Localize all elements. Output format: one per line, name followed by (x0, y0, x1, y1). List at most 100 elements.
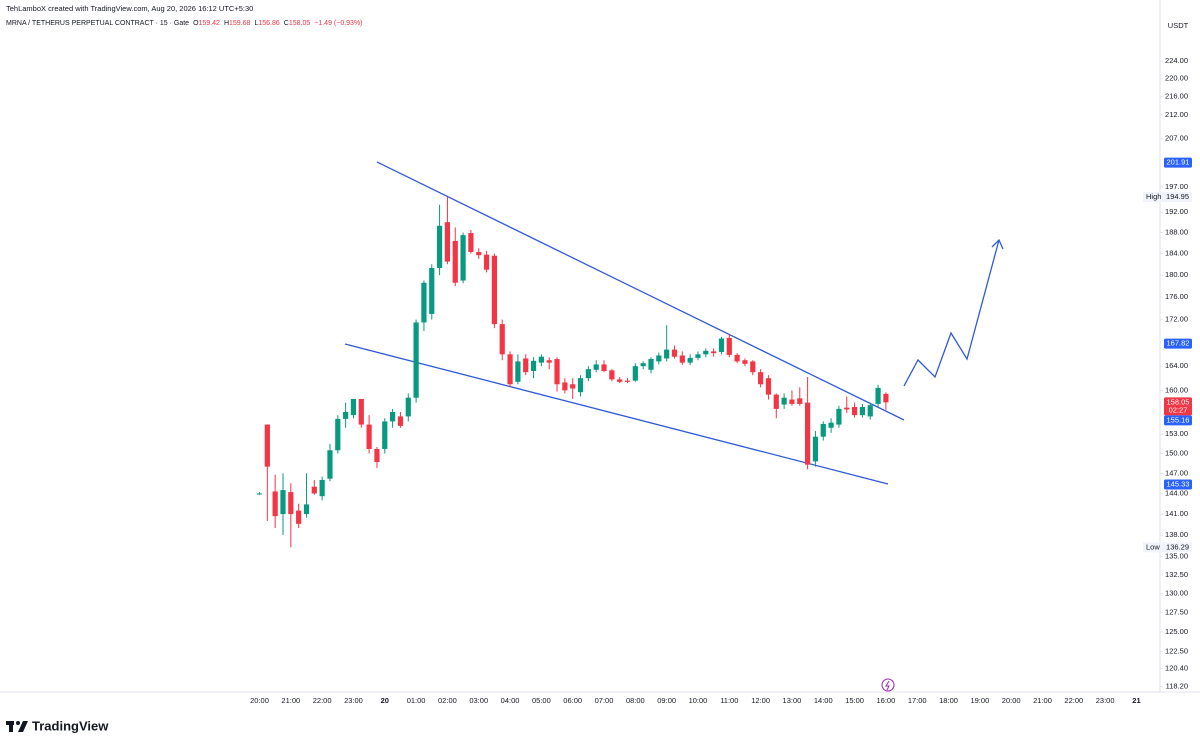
price-marker-value: 194.95 (1166, 192, 1189, 201)
candle-body (343, 411, 349, 419)
candle-body (319, 479, 325, 497)
arrow-head (991, 238, 1004, 250)
candle-body (350, 398, 357, 416)
candle-body (296, 510, 302, 524)
lower-trendline (344, 343, 889, 485)
y-tick-label: 197.00 (1165, 182, 1188, 191)
candle-body (718, 338, 725, 352)
candle-body (875, 387, 881, 404)
candle-body (765, 378, 772, 395)
candle-body (429, 268, 435, 314)
symbol-legend: MRNA / TETHERUS PERPETUAL CONTRACT · 15 … (6, 20, 363, 27)
candle-body (679, 355, 685, 363)
candle-body (483, 254, 490, 270)
y-tick-label: 130.00 (1165, 589, 1188, 598)
brand-logo (6, 721, 28, 732)
candle-body (530, 360, 537, 371)
candle-body (288, 492, 294, 515)
candle-body (374, 448, 380, 463)
candle-body (327, 450, 333, 479)
price-tag (1164, 397, 1192, 416)
ohlc-value: 159.68 (229, 20, 251, 27)
price-tag (1164, 415, 1192, 426)
candle-body (593, 364, 599, 370)
y-tick-label: 192.00 (1165, 207, 1188, 216)
candle-body (844, 407, 850, 410)
candle-body (264, 424, 270, 467)
candle-body (476, 251, 482, 256)
candle-body (671, 349, 678, 357)
candle-body (789, 399, 795, 404)
candle-body (726, 337, 732, 355)
candle-body (303, 504, 310, 515)
x-tick-label: 10:00 (689, 696, 708, 705)
price-marker-name: Low (1146, 542, 1160, 551)
x-tick-label: 21 (1132, 696, 1140, 705)
y-tick-label: 172.00 (1165, 315, 1188, 324)
change: −1.49 (−0.93%) (314, 20, 363, 27)
candle-body (781, 397, 787, 405)
x-tick-label: 23:00 (344, 696, 363, 705)
candle-body (538, 356, 544, 363)
x-tick-label: 03:00 (469, 696, 488, 705)
x-tick-label: 02:00 (438, 696, 457, 705)
x-tick-label: 20:00 (1002, 696, 1021, 705)
y-tick-label: 153.00 (1165, 429, 1188, 438)
candle-body (577, 378, 584, 393)
candle-body (750, 361, 756, 373)
price-marker (1143, 542, 1192, 553)
candle-body (546, 360, 552, 363)
y-tick-label: 141.00 (1165, 509, 1188, 518)
x-tick-label: 16:00 (877, 696, 896, 705)
candle-body (695, 354, 701, 358)
candle-body (851, 407, 858, 416)
x-tick-label: 09:00 (657, 696, 676, 705)
price-tag (1164, 338, 1192, 349)
symbol: MRNA / TETHERUS PERPETUAL CONTRACT · 15 … (6, 20, 190, 27)
drawings (344, 161, 1004, 485)
y-tick-label: 216.00 (1165, 92, 1188, 101)
x-tick-label: 21:00 (281, 696, 300, 705)
candle-body (664, 349, 670, 359)
ohlc-item: L156.86 (254, 20, 279, 27)
ohlc-value: 158.05 (288, 20, 311, 27)
ohlc-value: 159.42 (198, 20, 220, 27)
x-tick-label: 23:00 (1096, 696, 1115, 705)
x-tick-label: 06:00 (563, 696, 582, 705)
y-tick-label: 147.00 (1165, 468, 1188, 477)
price-tag-label: 167.82 (1167, 339, 1190, 348)
candle-body (405, 397, 411, 417)
candle-body (797, 398, 803, 404)
candle-body (812, 436, 819, 462)
candle-body (617, 379, 623, 382)
candle-body (444, 222, 451, 262)
y-tick-label: 127.50 (1165, 608, 1188, 617)
ohlc-key: H (223, 20, 230, 27)
candle-body (562, 382, 568, 391)
candle-body (703, 350, 709, 355)
candle-body (656, 355, 662, 362)
y-tick-label: 150.00 (1165, 448, 1188, 457)
candle-body (867, 405, 873, 417)
candle-body (828, 422, 834, 428)
candle-body (836, 408, 842, 425)
candle-body (601, 364, 607, 371)
y-tick-label: 132.50 (1165, 570, 1188, 579)
candle-body (734, 354, 740, 362)
brand: TradingView (32, 718, 109, 733)
y-tick-label: 120.40 (1165, 664, 1188, 673)
credit: TehLamboX created with TradingView.com, … (6, 4, 254, 13)
x-tick-label: 17:00 (908, 696, 927, 705)
x-tick-label: 19:00 (970, 696, 989, 705)
price-tag-label: 158.05 (1167, 397, 1190, 406)
candle-body (758, 372, 764, 385)
y-tick-label: 188.00 (1165, 228, 1188, 237)
candle-body (311, 486, 317, 494)
candle-body (554, 359, 560, 385)
ohlc-value: 156.86 (258, 20, 280, 27)
y-tick-label: 212.00 (1165, 110, 1188, 119)
ohlc-item: O159.42 (193, 20, 220, 27)
y-tick-label: 125.00 (1165, 627, 1188, 636)
